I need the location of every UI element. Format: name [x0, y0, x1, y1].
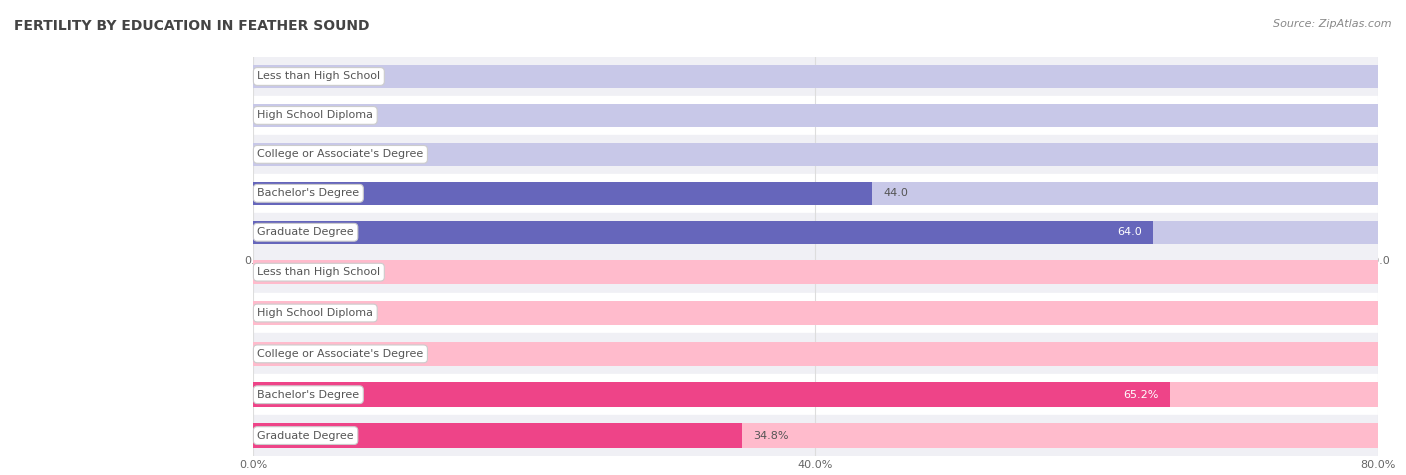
- Bar: [253, 333, 1378, 374]
- Bar: [253, 174, 1378, 213]
- Bar: [253, 96, 1378, 135]
- Text: Less than High School: Less than High School: [257, 71, 381, 82]
- Bar: [253, 415, 1378, 456]
- Text: High School Diploma: High School Diploma: [257, 110, 374, 121]
- Bar: [253, 374, 1378, 415]
- Bar: [253, 181, 872, 205]
- Bar: [253, 252, 1378, 293]
- Bar: [253, 181, 1378, 205]
- Text: Bachelor's Degree: Bachelor's Degree: [257, 390, 360, 400]
- Bar: [253, 301, 1378, 325]
- Text: 34.8%: 34.8%: [754, 430, 789, 441]
- Text: Graduate Degree: Graduate Degree: [257, 430, 354, 441]
- Text: 0.0: 0.0: [264, 149, 283, 160]
- Bar: [253, 104, 1378, 127]
- Text: College or Associate's Degree: College or Associate's Degree: [257, 349, 423, 359]
- Text: Source: ZipAtlas.com: Source: ZipAtlas.com: [1274, 19, 1392, 29]
- Bar: [253, 135, 1378, 174]
- Bar: [253, 220, 1378, 244]
- Text: Less than High School: Less than High School: [257, 267, 381, 277]
- Bar: [253, 213, 1378, 252]
- Bar: [253, 142, 1378, 166]
- Text: Graduate Degree: Graduate Degree: [257, 227, 354, 238]
- Text: 0.0: 0.0: [264, 71, 283, 82]
- Bar: [253, 260, 1378, 285]
- Bar: [253, 423, 742, 448]
- Text: 64.0: 64.0: [1116, 227, 1142, 238]
- Text: High School Diploma: High School Diploma: [257, 308, 374, 318]
- Text: Bachelor's Degree: Bachelor's Degree: [257, 188, 360, 199]
- Bar: [253, 382, 1378, 407]
- Bar: [253, 220, 1153, 244]
- Bar: [253, 65, 1378, 88]
- Text: 44.0: 44.0: [883, 188, 908, 199]
- Bar: [253, 57, 1378, 96]
- Text: 0.0%: 0.0%: [264, 308, 292, 318]
- Text: 0.0%: 0.0%: [264, 267, 292, 277]
- Bar: [253, 423, 1378, 448]
- Text: 0.0%: 0.0%: [264, 349, 292, 359]
- Bar: [253, 342, 1378, 366]
- Text: College or Associate's Degree: College or Associate's Degree: [257, 149, 423, 160]
- Bar: [253, 293, 1378, 333]
- Bar: [253, 382, 1170, 407]
- Text: FERTILITY BY EDUCATION IN FEATHER SOUND: FERTILITY BY EDUCATION IN FEATHER SOUND: [14, 19, 370, 33]
- Text: 0.0: 0.0: [264, 110, 283, 121]
- Text: 65.2%: 65.2%: [1123, 390, 1159, 400]
